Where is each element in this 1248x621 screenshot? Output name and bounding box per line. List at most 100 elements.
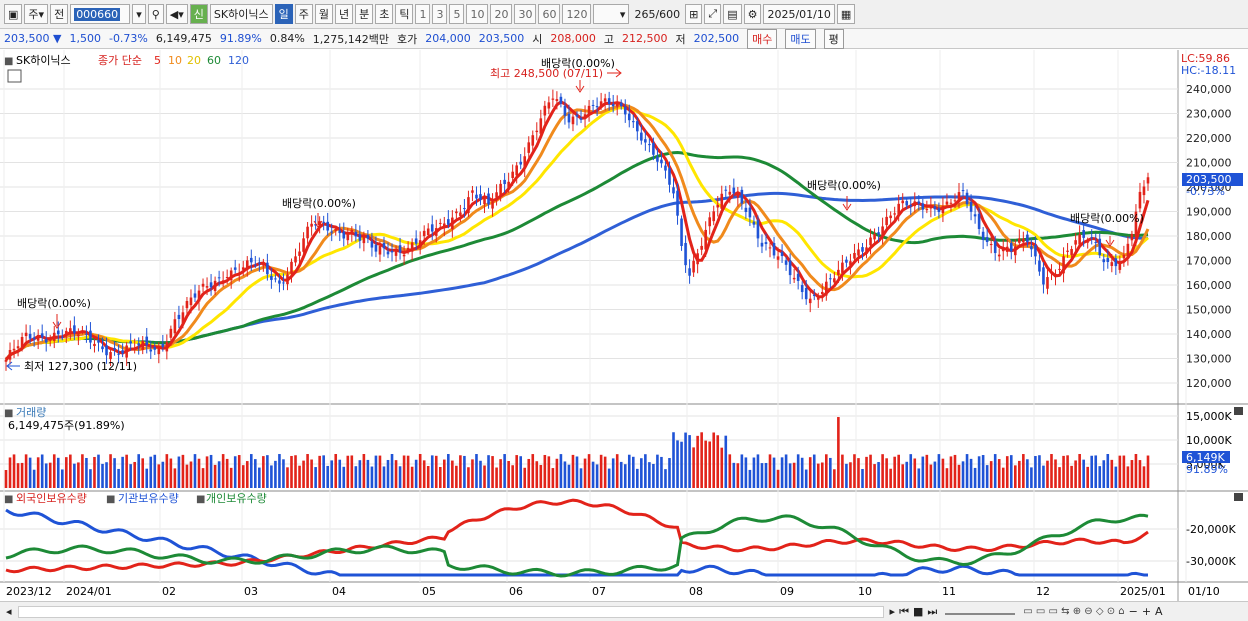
chart-menu-icon[interactable]: ▣ [4,4,23,24]
candle-body [499,183,502,197]
volume-bar [491,456,494,488]
eval-button[interactable]: 평 [823,28,844,49]
table-toggle-icon[interactable] [7,69,22,83]
draw-icon[interactable]: ⤢ [704,4,722,24]
stop-icon[interactable]: ■ [912,605,924,618]
candle-body [973,214,977,217]
print-icon[interactable]: ▤ [723,4,742,24]
volume-bar [197,458,201,488]
toolbar: ▣ 주 ▾ 전 000660 ▾ ⚲ ◀▾ 신 SK하이닉스 일 주 월 년 분 … [0,0,1248,29]
minute-1[interactable]: 1 [415,4,431,24]
volume-bar [153,454,157,488]
scroll-left-icon[interactable]: ◂ [6,605,12,618]
volume-bar [563,461,567,488]
candle-body [615,102,619,107]
volume-bar [1050,454,1053,488]
high-arrow [575,80,585,93]
period-second[interactable]: 초 [375,4,394,24]
volume-bar [286,467,289,488]
volume-bar [611,458,615,488]
minute-3[interactable]: 3 [432,4,448,24]
calendar-icon[interactable]: ▦ [836,4,856,24]
candle-body [796,273,800,281]
candle-body [837,269,840,276]
layout-icons[interactable]: ▭ ▭ ▭ ⇆ ⊕ ⊖ ◇ ⊙ ⌂ [1023,606,1125,617]
minute-5[interactable]: 5 [449,4,465,24]
buy-button[interactable]: 매수 [747,28,778,49]
candle-body [877,232,880,235]
volume-bar [430,455,434,488]
price-change: 1,500 [69,32,101,45]
volume-pane-close-icon[interactable] [1234,407,1243,415]
volume-bar [523,467,527,488]
indicator-icon[interactable]: ⊞ [685,4,703,24]
zoom-in-icon[interactable]: + [1141,605,1152,618]
volume-bar [567,464,571,488]
volume-bar [531,454,535,488]
rewind-icon[interactable]: ⏮ [899,604,909,618]
dividend-label-1: 배당락(0.00%) [17,297,91,310]
volume-bar [89,469,92,488]
volume-bar [487,455,490,488]
zoom-slider[interactable] [945,609,1016,615]
volume-bar [1138,460,1142,488]
period-week[interactable]: 주 [294,4,313,24]
speaker-icon[interactable]: ◀▾ [165,4,188,24]
chart-area[interactable]: 240,000 230,000 220,000 210,000 200,000 190,0… [0,50,1248,601]
candle-body [97,340,100,343]
minute-30[interactable]: 30 [514,4,537,24]
zoom-out-icon[interactable]: − [1128,605,1138,618]
price-tag-pct: -0.73% [1186,185,1225,198]
volume-bar [945,468,949,488]
period-month[interactable]: 월 [314,4,333,24]
volume-tag-pct: 91.89% [1186,463,1228,476]
candle-body [286,274,289,285]
volume-bar [137,454,140,488]
holdings-tick-label: -30,000K [1186,555,1236,568]
code-input[interactable]: 000660 [70,4,131,24]
period-year[interactable]: 년 [334,4,354,24]
count-field[interactable]: 265/600 [634,7,681,21]
volume-bar [1001,467,1005,488]
volume-bar [370,466,374,488]
minute-20[interactable]: 20 [490,4,513,24]
volume-bar [559,454,563,488]
period-day[interactable]: 일 [274,4,293,24]
sell-button[interactable]: 매도 [785,28,816,49]
volume-bar [897,454,900,488]
scroll-right-icon[interactable]: ▸ [889,605,896,618]
volume-bar [977,456,981,488]
volume-tick-label: 10,000K [1186,434,1232,447]
volume-bar [668,458,671,488]
minute-dropdown[interactable]: ▾ [593,4,630,24]
volume-bar [201,468,205,488]
candle-body [402,254,406,257]
font-size-icon[interactable]: A [1155,605,1163,618]
code-dropdown[interactable]: ▾ [132,4,146,24]
volume-bar [426,466,430,488]
period-minute[interactable]: 분 [355,4,374,24]
date-field[interactable]: 2025/01/10 [763,4,835,24]
market-select[interactable]: 주 ▾ [24,4,49,24]
period-tick[interactable]: 틱 [395,4,414,24]
minute-120[interactable]: 120 [562,4,592,24]
volume-bar [1046,460,1049,488]
holdings-pane-close-icon[interactable] [1234,493,1243,501]
volume-bar [1086,466,1089,488]
minute-60[interactable]: 60 [538,4,561,24]
volume-bar [941,458,945,488]
volume-bar [125,454,128,488]
candle-body [631,121,635,123]
horizontal-scrollbar[interactable] [17,605,884,618]
candle-body [901,200,905,204]
volume-bar [157,464,161,488]
search-icon[interactable]: ⚲ [147,4,164,24]
forward-icon[interactable]: ⏭ [927,604,938,618]
minute-10[interactable]: 10 [466,4,489,24]
gear-icon[interactable]: ⚙ [743,4,762,24]
prev-button[interactable]: 전 [50,4,69,24]
candle-body [254,264,257,266]
volume-bar [1005,456,1009,488]
price-chart-svg[interactable]: 240,000230,000220,000210,000200,000190,0… [0,50,1248,601]
candle-body [961,190,965,192]
